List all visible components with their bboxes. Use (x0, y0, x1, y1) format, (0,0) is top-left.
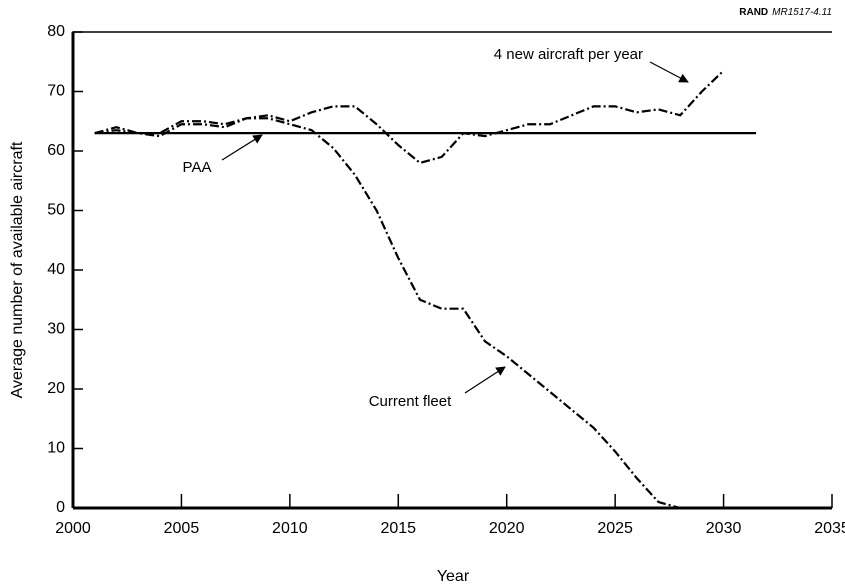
y-tick-label: 10 (47, 440, 65, 457)
label-arrow (649, 61, 689, 83)
x-tick-label: 2015 (380, 520, 416, 537)
series-line (94, 117, 724, 510)
source-org: RAND (739, 7, 768, 18)
x-tick-label: 2005 (164, 520, 200, 537)
y-tick-label: 30 (47, 321, 65, 338)
label-arrow (221, 134, 263, 161)
y-tick-label: 60 (47, 142, 65, 159)
y-tick-label: 0 (56, 499, 65, 516)
x-tick-label: 2030 (706, 520, 742, 537)
label-arrow (464, 366, 506, 394)
y-tick-label: 80 (47, 23, 65, 40)
x-tick-label: 2025 (597, 520, 633, 537)
series-label: PAA (183, 159, 212, 176)
y-tick-label: 70 (47, 83, 65, 100)
series-line (94, 69, 725, 165)
x-tick-label: 2010 (272, 520, 308, 537)
source: RAND MR1517-4.11 (739, 7, 832, 18)
source-id: MR1517-4.11 (772, 7, 832, 18)
x-tick-label: 2020 (489, 520, 525, 537)
y-tick-label: 20 (47, 380, 65, 397)
x-tick-label: 2035 (814, 520, 845, 537)
y-tick-label: 50 (47, 202, 65, 219)
y-tick-label: 40 (47, 261, 65, 278)
plot-frame (72, 31, 832, 508)
series-label: Current fleet (369, 393, 452, 410)
series-label: 4 new aircraft per year (494, 46, 643, 63)
x-tick-label: 2000 (55, 520, 91, 537)
x-axis-title: Year (437, 568, 470, 585)
y-axis-title: Average number of available aircraft (9, 141, 26, 398)
